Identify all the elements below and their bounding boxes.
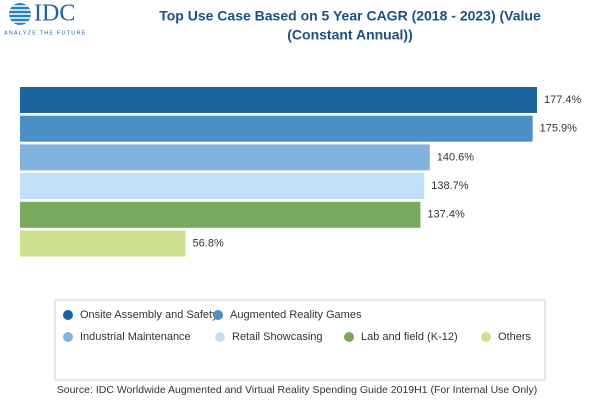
- legend-marker: [63, 332, 73, 342]
- value-label: 177.4%: [544, 94, 582, 106]
- logo-tagline: ANALYZE THE FUTURE: [4, 30, 87, 36]
- legend-marker: [213, 310, 223, 320]
- legend-label: Retail Showcasing: [232, 331, 323, 343]
- legend-marker: [481, 332, 491, 342]
- value-label: 140.6%: [437, 151, 475, 163]
- legend-marker: [215, 332, 225, 342]
- legend-marker: [63, 310, 73, 320]
- bar: [20, 173, 425, 200]
- bar: [20, 201, 421, 228]
- bar: [20, 230, 186, 257]
- value-label: 138.7%: [431, 180, 469, 192]
- legend-box: [54, 299, 546, 381]
- legend-label: Others: [498, 331, 532, 343]
- value-label: 175.9%: [540, 123, 578, 135]
- legend-label: Lab and field (K-12): [361, 331, 458, 343]
- legend-marker: [344, 332, 354, 342]
- chart-title: Top Use Case Based on 5 Year CAGR (2018 …: [159, 8, 541, 24]
- chart-title: (Constant Annual)): [287, 27, 412, 43]
- source-note: Source: IDC Worldwide Augmented and Virt…: [57, 384, 538, 396]
- logo-globe: [9, 3, 31, 25]
- legend-label: Onsite Assembly and Safety: [80, 309, 218, 321]
- legend-label: Augmented Reality Games: [230, 309, 362, 321]
- bar: [20, 87, 537, 113]
- legend-label: Industrial Maintenance: [80, 331, 191, 343]
- value-label: 137.4%: [427, 209, 465, 221]
- bar: [20, 115, 533, 142]
- bar: [20, 144, 430, 171]
- logo-name: IDC: [34, 1, 75, 27]
- value-label: 56.8%: [193, 237, 224, 249]
